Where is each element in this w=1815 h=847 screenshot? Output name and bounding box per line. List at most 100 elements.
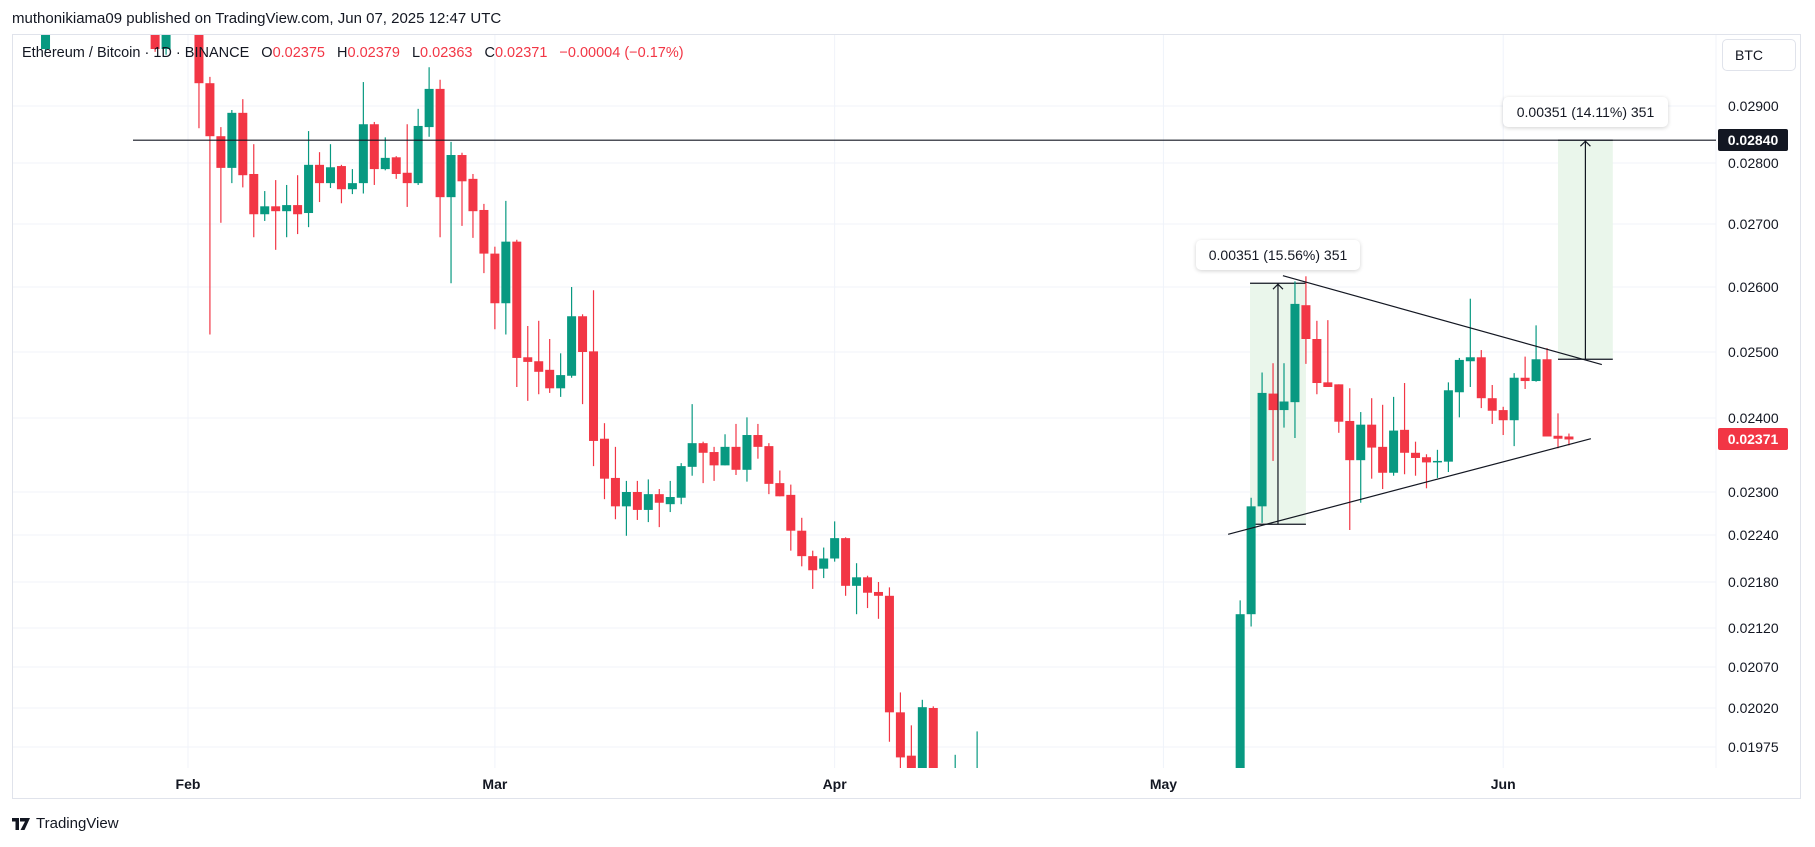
candle — [676, 463, 686, 505]
candle — [589, 290, 599, 467]
candle — [1378, 404, 1388, 490]
price-tick-label: 0.02070 — [1728, 659, 1779, 675]
candle — [687, 404, 697, 476]
candles — [41, 35, 1574, 768]
candle — [523, 326, 533, 401]
triangle-upper-trendline[interactable] — [1282, 275, 1603, 366]
candle — [775, 470, 785, 497]
candle — [720, 434, 730, 466]
candle — [1465, 298, 1475, 387]
price-tick-label: 0.02120 — [1728, 620, 1779, 636]
brand-label: TradingView — [36, 815, 119, 832]
time-tick-label: Mar — [482, 776, 508, 792]
close-label: C — [484, 45, 495, 61]
chart-legend: Ethereum / Bitcoin · 1D · BINANCE O0.023… — [22, 45, 684, 61]
chart-frame — [12, 34, 1801, 799]
symbol-label[interactable]: Ethereum / Bitcoin · 1D · BINANCE — [22, 45, 250, 61]
candle — [490, 246, 500, 330]
candle — [1400, 383, 1410, 475]
currency-button[interactable]: BTC — [1722, 39, 1796, 71]
price-tick-label: 0.02500 — [1728, 344, 1779, 360]
candle — [271, 180, 281, 250]
candle — [1454, 357, 1464, 418]
candle — [928, 706, 938, 768]
candle — [1367, 398, 1377, 479]
candle — [873, 582, 883, 619]
candle — [336, 164, 346, 204]
candle — [1476, 350, 1486, 409]
candle — [906, 725, 916, 768]
candle — [976, 731, 978, 768]
price-tick-label: 0.02300 — [1728, 484, 1779, 500]
measure-label-2[interactable]: 0.00351 (14.11%) 351 — [1503, 97, 1668, 128]
candle — [954, 754, 956, 768]
candle — [1389, 396, 1399, 476]
candle — [567, 287, 577, 378]
price-tick-label: 0.02700 — [1728, 216, 1779, 232]
candle — [304, 131, 314, 228]
candle — [205, 76, 215, 335]
candle — [457, 152, 467, 226]
candle — [41, 35, 51, 52]
time-tick-label: Jun — [1490, 776, 1516, 792]
candle — [238, 99, 248, 188]
candle — [1301, 276, 1311, 364]
candle — [545, 339, 555, 393]
candle — [1235, 600, 1245, 768]
open-value: 0.02375 — [272, 45, 325, 61]
candle — [369, 121, 379, 185]
horizontal-line-price-badge: 0.02840 — [1718, 129, 1788, 152]
candle — [1411, 441, 1421, 476]
candle — [1334, 384, 1344, 433]
candle — [413, 108, 423, 185]
candle — [501, 200, 511, 335]
candle — [753, 423, 763, 459]
candle — [599, 423, 609, 500]
triangle-lower-trendline[interactable] — [1227, 438, 1592, 535]
candle — [260, 191, 270, 221]
price-tick-label: 0.02180 — [1728, 574, 1779, 590]
candle — [1268, 363, 1278, 461]
candle — [1553, 413, 1563, 449]
candle — [852, 563, 862, 615]
candle — [1312, 320, 1322, 395]
candle — [1509, 373, 1519, 447]
candle — [863, 575, 873, 609]
candle — [1257, 372, 1267, 523]
low-label: L — [411, 45, 421, 61]
close-value: 0.02371 — [494, 45, 548, 61]
change-value: −0.00004 (−0.17%) — [559, 45, 684, 61]
open-label: O — [261, 45, 273, 61]
candle — [150, 35, 160, 52]
candle — [216, 127, 226, 223]
candle — [786, 484, 796, 551]
tradingview-logo-icon — [12, 817, 30, 830]
tradingview-logo[interactable]: TradingView — [12, 815, 119, 832]
candle — [358, 82, 368, 194]
candle — [1443, 382, 1453, 473]
candle — [435, 79, 445, 238]
price-tick-label: 0.02900 — [1728, 98, 1779, 114]
candle — [709, 446, 719, 481]
price-range-measure-2[interactable] — [1558, 139, 1613, 360]
candle — [819, 547, 829, 579]
candle — [632, 480, 642, 520]
measure-label-1[interactable]: 0.00351 (15.56%) 351 — [1196, 240, 1361, 271]
candle — [1498, 406, 1508, 436]
high-value: 0.02379 — [347, 45, 400, 61]
candle — [731, 423, 741, 475]
candle — [1432, 449, 1442, 478]
candle — [578, 314, 588, 405]
price-tick-label: 0.01975 — [1728, 739, 1779, 755]
candle — [1290, 281, 1300, 438]
price-tick-label: 0.02800 — [1728, 155, 1779, 171]
candle — [534, 320, 544, 395]
candle — [698, 441, 708, 484]
price-tick-label: 0.02240 — [1728, 527, 1779, 543]
candle — [479, 203, 489, 274]
candle — [1323, 320, 1333, 387]
candle — [917, 699, 927, 768]
candle — [764, 443, 774, 495]
candle — [1279, 363, 1289, 428]
